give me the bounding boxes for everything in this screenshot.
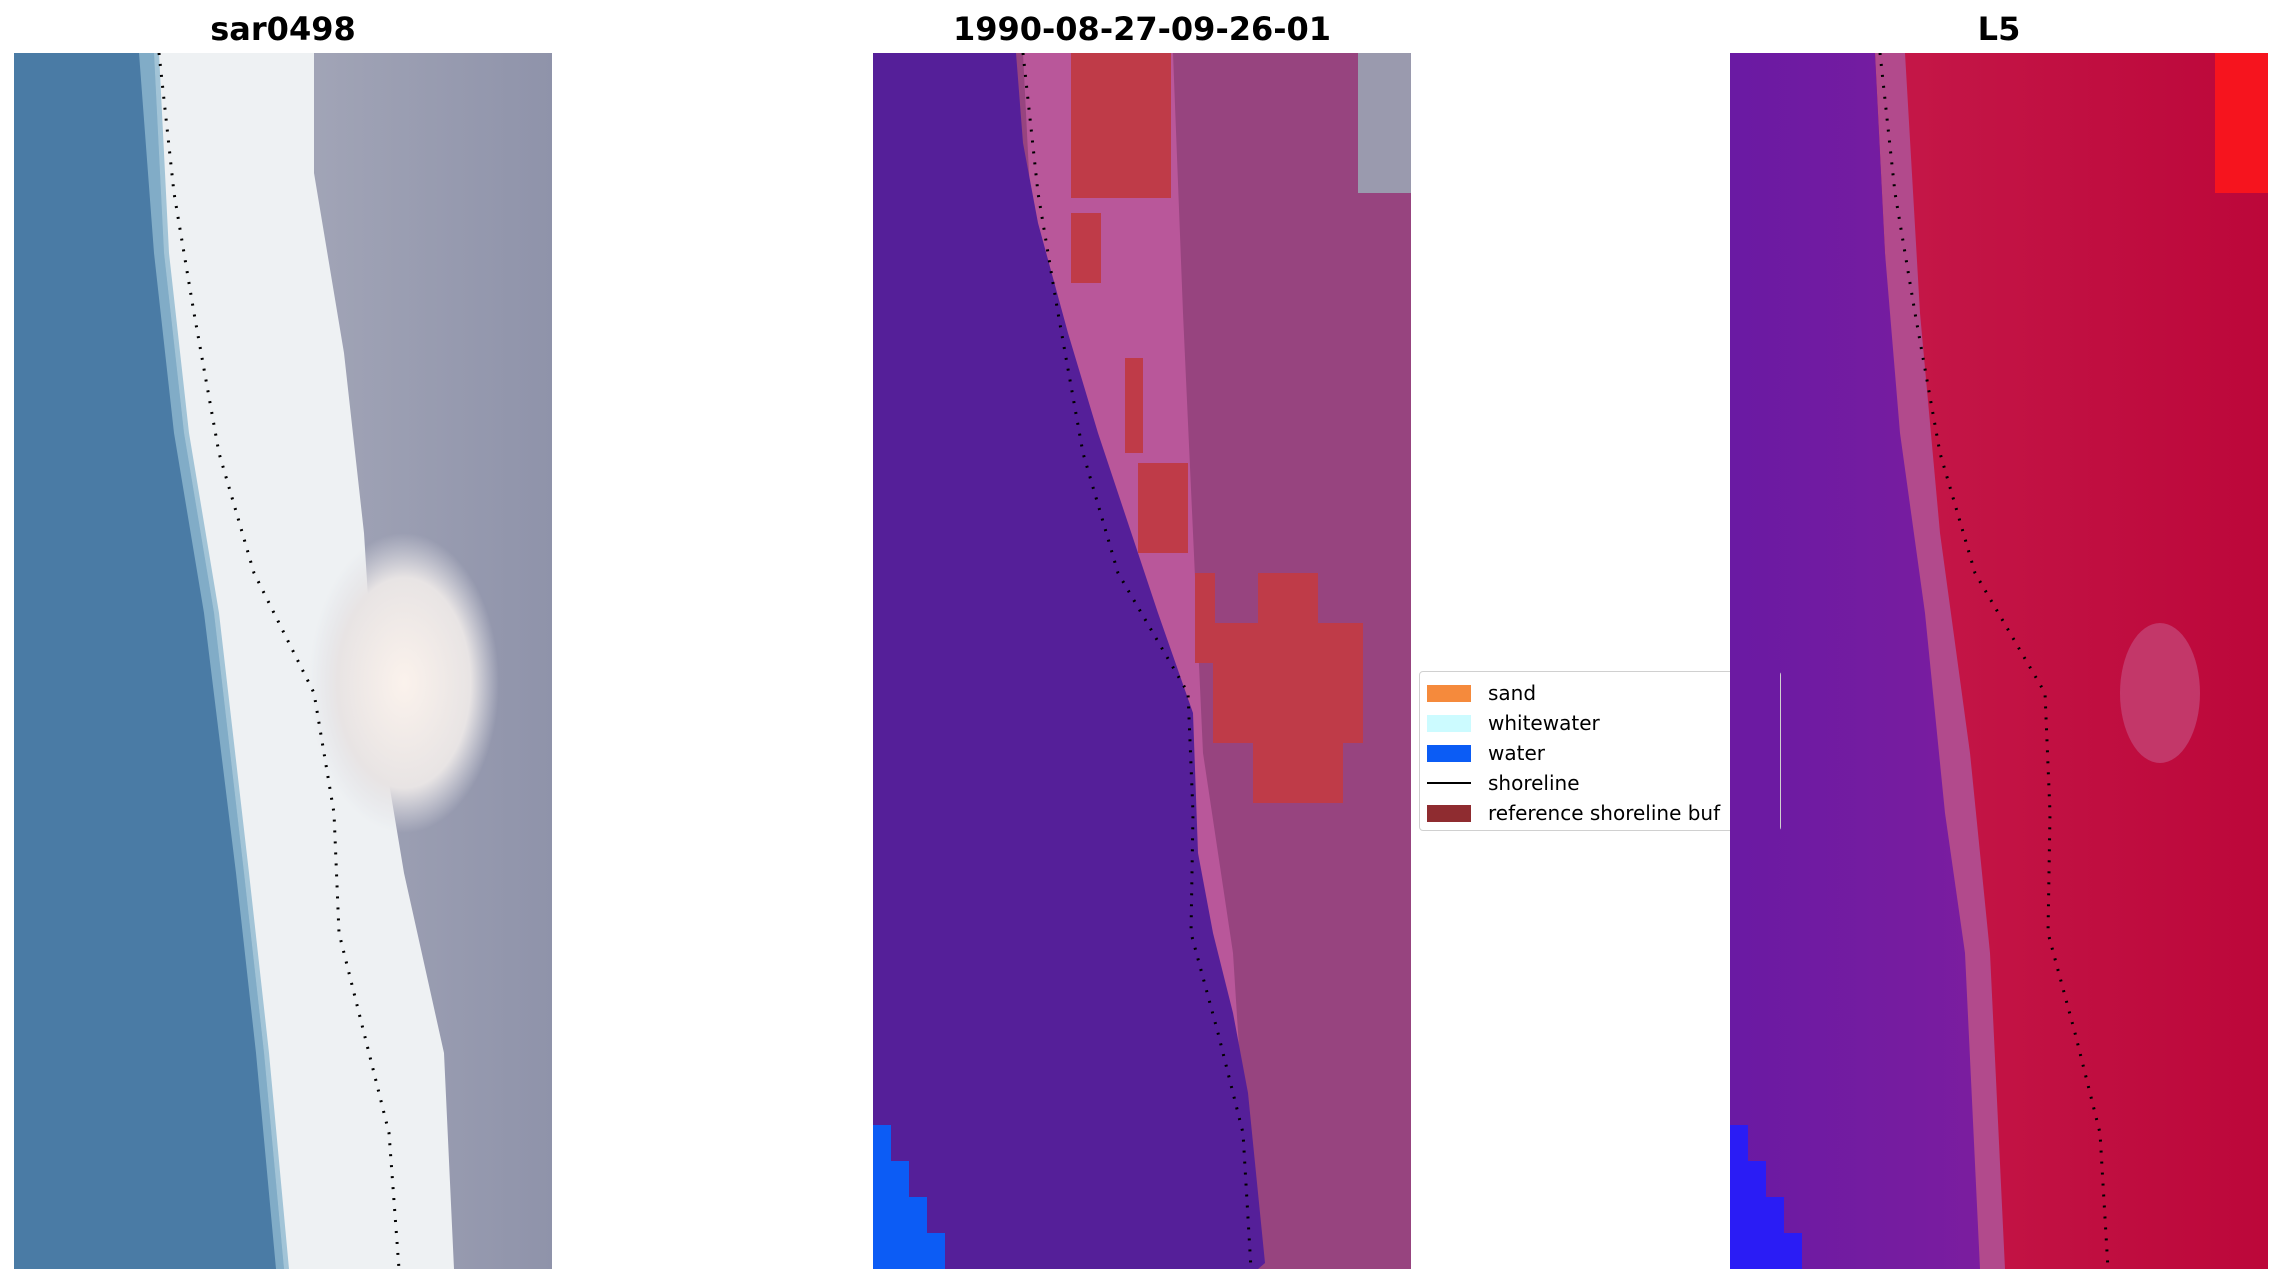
classified-grey-corner: [1358, 53, 1411, 193]
rgb-shoreline: [157, 53, 401, 1269]
whitewater-swatch: [1427, 714, 1471, 732]
index-water-blue: [1730, 1125, 1802, 1269]
index-water: [1730, 53, 1980, 1269]
legend: sand whitewater water shoreline referenc…: [1419, 671, 1781, 831]
index-shoreline: [1878, 53, 2110, 1269]
legend-label-shoreline: shoreline: [1488, 771, 1580, 795]
legend-label-reference-buffer: reference shoreline buf: [1488, 801, 1721, 825]
legend-item-reference-buffer: reference shoreline buf: [1427, 800, 1720, 826]
legend-item-whitewater: whitewater: [1427, 710, 1600, 736]
panel-title-classified: 1990-08-27-09-26-01: [952, 10, 1332, 48]
panel-title-index: L5: [1977, 10, 2021, 48]
index-panel-overlap: [1730, 660, 1780, 840]
classified-image-panel: [873, 53, 1411, 1269]
rgb-water-surf-edge: [139, 53, 289, 1269]
legend-item-water: water: [1427, 740, 1545, 766]
shoreline-swatch: [1427, 782, 1471, 784]
rgb-water: [14, 53, 284, 1269]
legend-label-whitewater: whitewater: [1488, 711, 1600, 735]
classified-buffer-patches: [1071, 53, 1363, 803]
legend-label-sand: sand: [1488, 681, 1537, 705]
index-pink-patch: [2120, 623, 2200, 763]
water-swatch: [1427, 744, 1471, 762]
classified-shoreline: [1021, 53, 1253, 1269]
rgb-image-panel: [14, 53, 552, 1269]
legend-label-water: water: [1488, 741, 1545, 765]
index-transition-band: [1875, 53, 2005, 1269]
panel-title-rgb: sar0498: [210, 10, 356, 48]
index-image-panel: [1730, 53, 2268, 1269]
reference-buffer-swatch: [1427, 804, 1471, 822]
classified-water-blue: [873, 1125, 945, 1269]
rgb-whitewater-band: [154, 53, 454, 1269]
legend-item-sand: sand: [1427, 680, 1536, 706]
index-bright-red-corner: [2215, 53, 2268, 193]
legend-item-shoreline: shoreline: [1427, 770, 1580, 796]
classified-water: [873, 53, 1265, 1269]
sand-swatch: [1427, 684, 1471, 702]
rgb-bright-patch: [309, 533, 499, 833]
